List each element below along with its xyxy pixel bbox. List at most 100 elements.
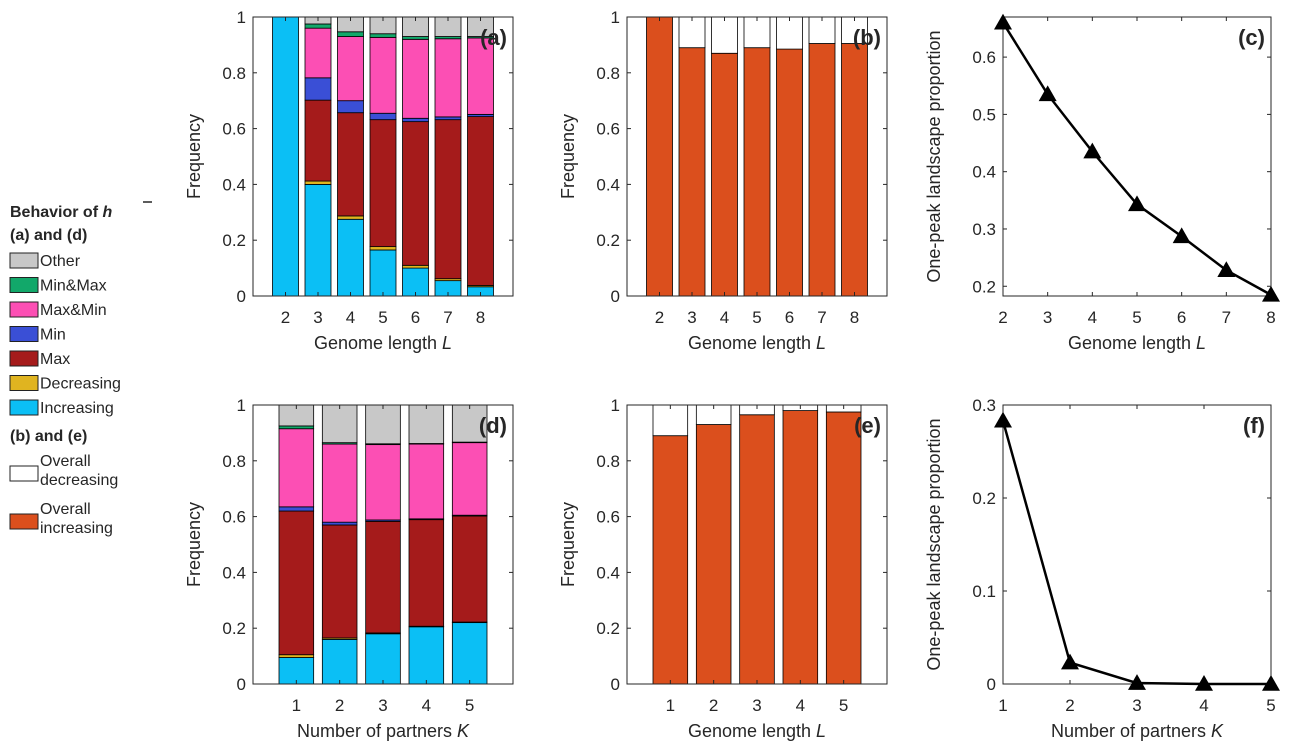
panels: 0 0.2 0.4 0.6 0.8 1 2 3 4 5 6 7 8 (a) Genome length L F… (184, 8, 1280, 741)
xtick-label-c-5: 7 (1222, 308, 1231, 327)
bar-d-1-max (278, 510, 315, 656)
ytick-label-b-2: 0.4 (596, 175, 620, 194)
bar-a-4-min-and-max (337, 31, 364, 37)
xtick-label-d-0: 1 (292, 696, 301, 715)
legend-swatch-max-and-min (9, 301, 39, 318)
ytick-label-d-3: 0.6 (222, 508, 246, 527)
xtick-label-e-4: 5 (839, 696, 848, 715)
bar-a-3-decreasing (304, 180, 332, 185)
bar-d-4-other (408, 404, 445, 444)
xlabel-text-c: Genome length (1068, 333, 1196, 353)
xtick-label-e-0: 1 (666, 696, 675, 715)
panel-d: 0 0.2 0.4 0.6 0.8 1 1 2 3 4 5 (d) Number of partners… (184, 396, 514, 741)
bar-a-6-min (402, 117, 429, 123)
xtick-label-b-2: 4 (720, 308, 729, 327)
bar-d-2-other (321, 404, 358, 444)
legend: Behavior of h (a) and (d) Other Min&Max Max&… (9, 201, 152, 537)
bar-a-8-max-and-min (467, 37, 494, 115)
bar-a-5-decreasing (369, 246, 397, 251)
xlabel-d: Number of partners K (297, 721, 470, 741)
xlabel-var-a: L (442, 333, 452, 353)
bar-a-6-max (402, 121, 429, 266)
bar-b-8-overall-decreasing (841, 16, 868, 44)
bar-a-3-increasing (304, 183, 332, 297)
legend-swatch-other (9, 252, 39, 269)
xtick-label-f-2: 3 (1132, 696, 1141, 715)
ytick-label-f-2: 0.2 (972, 489, 996, 508)
panel-label-a: (a) (480, 25, 507, 50)
ytick-label-c-4: 0.6 (972, 48, 996, 67)
xtick-label-a-2: 4 (346, 308, 355, 327)
bar-b-2-overall-increasing (646, 16, 673, 297)
xlabel-e: Genome length L (688, 721, 826, 741)
ytick-label-e-2: 0.4 (596, 563, 620, 582)
panel-d-bars (278, 404, 488, 685)
ylabel-d: Frequency (184, 502, 204, 587)
legend-label-overall-decreasing-line2: decreasing (40, 472, 118, 489)
xtick-label-c-4: 6 (1177, 308, 1186, 327)
bar-a-5-max-and-min (369, 36, 397, 114)
ylabel-f: One-peak landscape proportion (924, 418, 944, 670)
bar-a-4-min (337, 100, 364, 114)
bar-d-4-max (408, 519, 445, 627)
xtick-label-b-3: 5 (752, 308, 761, 327)
bar-b-7-overall-increasing (808, 43, 836, 297)
panel-a-bars (272, 16, 494, 297)
bar-a-8-max (467, 116, 494, 286)
legend-label-min-and-max: Min&Max (40, 278, 107, 295)
ytick-label-a-3: 0.6 (222, 120, 246, 139)
marker-c-3 (1128, 195, 1146, 212)
panel-f-axes-box (1002, 404, 1272, 685)
ytick-label-a-5: 1 (237, 8, 246, 27)
bar-a-7-max (434, 119, 462, 280)
ytick-label-e-4: 0.8 (596, 452, 620, 471)
bar-e-2-overall-increasing (695, 424, 732, 685)
bar-a-5-max (369, 119, 397, 248)
legend-group2-label: (b) and (e) (10, 428, 87, 445)
ytick-label-c-3: 0.5 (972, 105, 996, 124)
legend-label-other: Other (40, 253, 81, 270)
xtick-label-c-3: 5 (1132, 308, 1141, 327)
bar-d-2-max-and-min (321, 443, 358, 523)
xtick-label-a-1: 3 (313, 308, 322, 327)
bar-a-4-max-and-min (337, 36, 364, 102)
legend-swatch-overall-decreasing (9, 465, 39, 482)
bar-b-5-overall-increasing (743, 47, 771, 297)
marker-c-2 (1083, 142, 1102, 159)
xtick-label-f-3: 4 (1199, 696, 1208, 715)
bar-e-1-overall-decreasing (652, 404, 689, 437)
bar-a-6-max-and-min (402, 38, 429, 119)
xtick-label-d-2: 3 (378, 696, 387, 715)
marker-f-4 (1262, 675, 1280, 691)
bar-a-3-min-and-max (304, 23, 332, 29)
line-f (1001, 420, 1271, 686)
ytick-label-d-4: 0.8 (222, 452, 246, 471)
panel-c-axes-box (1002, 16, 1272, 297)
line-c (1001, 22, 1272, 296)
ytick-label-c-2: 0.4 (972, 163, 996, 182)
xlabel-text-f: Number of partners (1051, 721, 1211, 741)
bar-b-5-overall-decreasing (743, 16, 771, 49)
xlabel-var-b: L (816, 333, 826, 353)
marker-c-5 (1217, 261, 1236, 277)
bar-d-5-max-and-min (451, 442, 488, 516)
ytick-label-d-0: 0 (237, 675, 246, 694)
panel-label-b: (b) (853, 25, 881, 50)
bar-e-4-overall-increasing (782, 410, 819, 685)
bar-e-3-overall-increasing (739, 414, 775, 685)
ytick-label-d-5: 1 (237, 396, 246, 415)
ylabel-e: Frequency (558, 502, 578, 587)
xtick-label-a-3: 5 (378, 308, 387, 327)
bar-d-1-min-and-max (278, 425, 315, 430)
bar-d-3-max-and-min (365, 444, 401, 521)
xlabel-text-e: Genome length (688, 721, 816, 741)
legend-label-overall-increasing-line2: increasing (40, 520, 113, 537)
xlabel-var-e: L (816, 721, 826, 741)
marker-c-0 (994, 13, 1012, 30)
bar-a-4-increasing (337, 218, 364, 297)
xtick-label-a-4: 6 (411, 308, 420, 327)
panel-c: 0.2 0.3 0.4 0.5 0.6 2 3 4 5 6 7 8 (c) Genome length L… (924, 13, 1280, 353)
panel-label-d: (d) (479, 413, 507, 438)
xlabel-b: Genome length L (688, 333, 826, 353)
